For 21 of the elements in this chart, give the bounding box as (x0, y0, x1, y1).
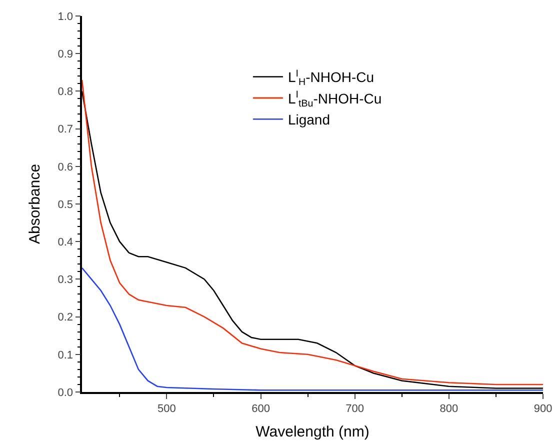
y-tick-label: 0.0 (58, 386, 74, 399)
y-tick-label: 0.3 (58, 274, 74, 286)
y-tick-label: 0.1 (58, 349, 74, 362)
legend-label: Ligand (288, 112, 330, 128)
y-axis-title: Absorbance (26, 164, 44, 244)
y-tick-label: 0.7 (58, 124, 74, 136)
x-tick-label: 800 (440, 402, 458, 415)
x-axis-title: Wavelength (nm) (256, 423, 370, 440)
y-tick-label: 0.5 (58, 198, 74, 211)
x-tick-label: 700 (346, 402, 364, 415)
legend-label: L$^{I}$$_{H}$-NHOH-Cu (288, 68, 374, 88)
y-tick-label: 0.2 (58, 312, 74, 324)
x-tick-label: 600 (252, 402, 270, 415)
y-tick-label: 0.6 (58, 161, 74, 174)
legend-label: L$^{I}$$_{tBu}$-NHOH-Cu (288, 90, 382, 110)
y-tick-label: 0.4 (58, 236, 74, 248)
x-tick-label: 500 (157, 402, 176, 415)
y-tick-label: 0.8 (58, 86, 74, 98)
y-tick-label: 0.9 (58, 48, 74, 60)
y-tick-label: 1.0 (58, 10, 74, 23)
x-tick-label: 900 (534, 402, 552, 415)
